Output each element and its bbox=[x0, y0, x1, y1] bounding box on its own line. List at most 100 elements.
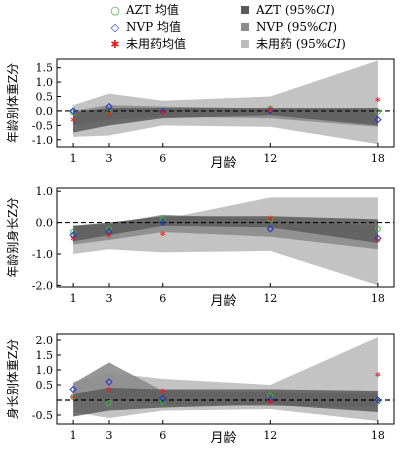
azt-mean-point bbox=[105, 225, 112, 232]
azt-mean-point bbox=[374, 108, 381, 115]
x-tick-label: 6 bbox=[159, 292, 166, 305]
chart-panel-3: 2.0 1.5 1.0 0.5 -0.5 1 3 6 12 18 月龄 身长别体重Z分 * * * * * bbox=[5, 333, 395, 446]
open-diamond-marker-icon: ◇ bbox=[110, 21, 120, 34]
x-axis-label: 月龄 bbox=[210, 431, 236, 446]
azt-mean-point bbox=[105, 400, 112, 406]
y-tick-label: -0.5 bbox=[32, 409, 53, 422]
none-mean-point: * bbox=[160, 229, 166, 242]
x-tick-label: 3 bbox=[105, 152, 112, 165]
legend: ○ AZT 均值 ◇ NVP 均值 ✱ 未用药均值 AZT (95%CI) NVP (… bbox=[0, 0, 400, 58]
nvp-mean-point bbox=[159, 394, 167, 403]
y-tick-label: 0.5 bbox=[36, 91, 54, 104]
nvp-mean-point bbox=[266, 106, 275, 115]
x-tick-label: 1 bbox=[70, 429, 77, 442]
dark-gray-square-icon bbox=[241, 6, 249, 14]
x-axis-label: 月龄 bbox=[210, 294, 236, 309]
y-tick-label: 1.5 bbox=[36, 62, 54, 75]
star-marker-icon: ✱ bbox=[110, 38, 120, 51]
nvp-mean-point bbox=[159, 107, 167, 116]
nvp-mean-point bbox=[374, 234, 382, 242]
none-mean-point: * bbox=[267, 397, 273, 410]
plot-frame bbox=[56, 187, 395, 288]
chart-panel-1: 1.51.0 0.50.0-0.5 -1.0 1 3 6 12 18 月龄 年龄别体重Z分 * * * *… bbox=[6, 58, 395, 171]
azt-mean-point bbox=[70, 229, 77, 235]
none-mean-point: * bbox=[70, 234, 76, 247]
nvp-mean-point bbox=[374, 115, 382, 124]
y-tick-label: 2.0 bbox=[36, 334, 54, 347]
y-tick-label: 0.0 bbox=[36, 105, 54, 118]
plot-frame bbox=[56, 333, 395, 425]
legend-none-mean: ✱ 未用药均值 bbox=[108, 37, 186, 52]
nvp-mean-point bbox=[266, 225, 275, 233]
y-tick-label: 1.0 bbox=[36, 185, 54, 198]
x-tick-label: 12 bbox=[263, 152, 277, 165]
x-tick-label: 18 bbox=[371, 292, 385, 305]
x-axis-label: 月龄 bbox=[210, 156, 236, 171]
nvp-mean-point bbox=[105, 102, 113, 111]
azt-mean-point bbox=[159, 216, 166, 223]
plot-frame bbox=[56, 58, 395, 148]
azt-mean-point bbox=[159, 398, 166, 405]
y-tick-label: 1.0 bbox=[36, 364, 54, 377]
none-mean-point: * bbox=[160, 108, 166, 121]
ci-band-none bbox=[73, 60, 378, 145]
x-tick-label: 18 bbox=[371, 152, 385, 165]
nvp-mean-point bbox=[159, 218, 167, 227]
nvp-mean-point bbox=[69, 385, 77, 394]
x-tick-label: 1 bbox=[70, 292, 77, 305]
azt-mean-point bbox=[267, 216, 274, 223]
nvp-mean-point bbox=[374, 396, 382, 404]
y-tick-label: 1.0 bbox=[36, 76, 54, 89]
y-tick-label: -1.0 bbox=[32, 248, 53, 261]
legend-azt-mean: ○ AZT 均值 bbox=[108, 3, 179, 18]
none-mean-point: * bbox=[375, 235, 381, 248]
azt-mean-point bbox=[374, 225, 381, 232]
open-circle-marker-icon: ○ bbox=[110, 4, 120, 17]
none-mean-point: * bbox=[375, 370, 381, 383]
nvp-mean-point bbox=[69, 107, 77, 115]
x-tick-label: 12 bbox=[263, 292, 277, 305]
azt-mean-point bbox=[267, 105, 274, 112]
y-axis-label: 身长别体重Z分 bbox=[5, 339, 20, 419]
y-tick-label: 0.0 bbox=[36, 217, 54, 230]
legend-nvp-mean: ◇ NVP 均值 bbox=[108, 20, 181, 35]
legend-nvp-ci: NVP (95%CI) bbox=[238, 20, 337, 34]
y-tick-label: -2.0 bbox=[32, 279, 53, 292]
y-tick-label: 1.5 bbox=[36, 349, 54, 362]
nvp-mean-point bbox=[69, 231, 77, 239]
x-tick-label: 1 bbox=[70, 152, 77, 165]
ci-band-azt bbox=[73, 388, 378, 417]
y-tick-label: 0.5 bbox=[36, 379, 54, 392]
azt-mean-point bbox=[70, 394, 77, 400]
none-mean-point: * bbox=[267, 105, 273, 118]
none-mean-point: * bbox=[70, 115, 76, 128]
none-mean-point: * bbox=[106, 385, 112, 398]
none-mean-point: * bbox=[375, 95, 381, 108]
none-mean-point: * bbox=[267, 213, 273, 226]
mid-gray-square-icon bbox=[241, 23, 249, 31]
light-gray-square-icon bbox=[241, 40, 249, 48]
x-tick-label: 12 bbox=[263, 429, 277, 442]
azt-mean-point bbox=[70, 109, 77, 116]
legend-none-ci: 未用药 (95%CI) bbox=[238, 37, 346, 51]
none-mean-point: * bbox=[106, 231, 112, 244]
azt-mean-point bbox=[267, 392, 274, 399]
x-tick-label: 18 bbox=[371, 429, 385, 442]
nvp-mean-point bbox=[105, 228, 113, 236]
x-tick-label: 3 bbox=[105, 292, 112, 305]
chart-panel-2: 1.0 0.0 -1.0 -2.0 1 3 6 12 18 月龄 年龄别身长Z分 * * * * * bbox=[5, 185, 395, 309]
nvp-mean-point bbox=[266, 396, 275, 404]
x-tick-label: 6 bbox=[159, 152, 166, 165]
none-mean-point: * bbox=[70, 393, 76, 406]
none-mean-point: * bbox=[160, 387, 166, 400]
y-tick-label: -1.0 bbox=[32, 134, 53, 147]
legend-azt-ci: AZT (95%CI) bbox=[238, 3, 335, 17]
azt-mean-point bbox=[374, 398, 381, 405]
x-tick-label: 3 bbox=[105, 429, 112, 442]
none-mean-point: * bbox=[106, 109, 112, 122]
ci-band-azt bbox=[73, 108, 378, 133]
y-axis-label: 年龄别体重Z分 bbox=[6, 63, 20, 143]
x-tick-label: 6 bbox=[159, 429, 166, 442]
nvp-mean-point bbox=[105, 378, 113, 386]
